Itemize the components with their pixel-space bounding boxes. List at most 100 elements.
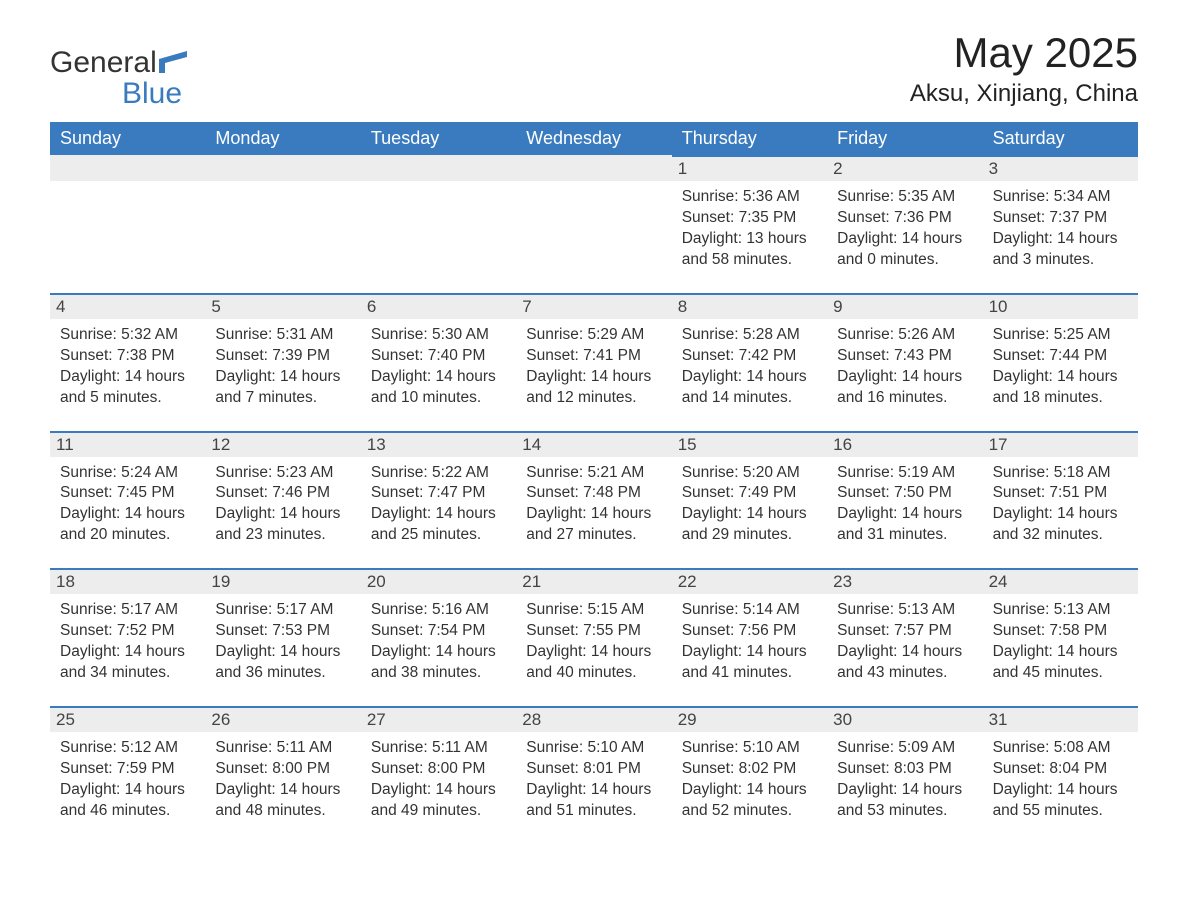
day-detail: Sunrise: 5:17 AMSunset: 7:53 PMDaylight:… <box>215 600 350 684</box>
sunset-text: Sunset: 7:37 PM <box>993 208 1128 229</box>
sunset-text: Sunset: 7:54 PM <box>371 621 506 642</box>
sunset-text: Sunset: 7:43 PM <box>837 346 972 367</box>
daylight-text: Daylight: 14 hours and 38 minutes. <box>371 642 506 684</box>
day-cell: 25 Sunrise: 5:12 AMSunset: 7:59 PMDayligh… <box>50 706 205 830</box>
day-detail: Sunrise: 5:21 AMSunset: 7:48 PMDaylight:… <box>526 463 661 547</box>
sunset-text: Sunset: 7:53 PM <box>215 621 350 642</box>
day-cell: 15Sunrise: 5:20 AMSunset: 7:49 PMDayligh… <box>672 431 827 555</box>
day-number: 28 <box>516 706 671 732</box>
day-detail: Sunrise: 5:30 AMSunset: 7:40 PMDaylight:… <box>371 325 506 409</box>
daylight-text: Daylight: 14 hours and 45 minutes. <box>993 642 1128 684</box>
sunrise-text: Sunrise: 5:16 AM <box>371 600 506 621</box>
sunrise-text: Sunrise: 5:20 AM <box>682 463 817 484</box>
page-header: General Blue May 2025 Aksu, Xinjiang, Ch… <box>50 30 1138 116</box>
daylight-text: Daylight: 14 hours and 43 minutes. <box>837 642 972 684</box>
sunset-text: Sunset: 7:55 PM <box>526 621 661 642</box>
sunrise-text: Sunrise: 5:26 AM <box>837 325 972 346</box>
daylight-text: Daylight: 14 hours and 36 minutes. <box>215 642 350 684</box>
sunrise-text: Sunrise: 5:10 AM <box>682 738 817 759</box>
day-cell: 18Sunrise: 5:17 AMSunset: 7:52 PMDayligh… <box>50 568 205 692</box>
sunset-text: Sunset: 8:04 PM <box>993 759 1128 780</box>
sunset-text: Sunset: 7:59 PM <box>60 759 195 780</box>
daylight-text: Daylight: 14 hours and 14 minutes. <box>682 367 817 409</box>
daylight-text: Daylight: 14 hours and 3 minutes. <box>993 229 1128 271</box>
logo-flag-icon <box>159 49 187 79</box>
sunset-text: Sunset: 7:50 PM <box>837 483 972 504</box>
day-number: 10 <box>983 293 1138 319</box>
daylight-text: Daylight: 14 hours and 51 minutes. <box>526 780 661 822</box>
daylight-text: Daylight: 14 hours and 27 minutes. <box>526 504 661 546</box>
sunrise-text: Sunrise: 5:10 AM <box>526 738 661 759</box>
day-detail: Sunrise: 5:26 AMSunset: 7:43 PMDaylight:… <box>837 325 972 409</box>
day-number <box>516 155 671 181</box>
sunrise-text: Sunrise: 5:15 AM <box>526 600 661 621</box>
day-cell: 20Sunrise: 5:16 AMSunset: 7:54 PMDayligh… <box>361 568 516 692</box>
day-number: 31 <box>983 706 1138 732</box>
daylight-text: Daylight: 14 hours and 48 minutes. <box>215 780 350 822</box>
daylight-text: Daylight: 13 hours and 58 minutes. <box>682 229 817 271</box>
day-detail: Sunrise: 5:11 AMSunset: 8:00 PMDaylight:… <box>215 738 350 822</box>
day-detail: Sunrise: 5:32 AMSunset: 7:38 PMDaylight:… <box>60 325 195 409</box>
sunset-text: Sunset: 7:49 PM <box>682 483 817 504</box>
day-cell: 16Sunrise: 5:19 AMSunset: 7:50 PMDayligh… <box>827 431 982 555</box>
day-cell <box>205 155 360 279</box>
logo-word-1: General <box>50 46 157 79</box>
day-number: 17 <box>983 431 1138 457</box>
day-cell <box>516 155 671 279</box>
day-cell: 22Sunrise: 5:14 AMSunset: 7:56 PMDayligh… <box>672 568 827 692</box>
sunset-text: Sunset: 7:39 PM <box>215 346 350 367</box>
daylight-text: Daylight: 14 hours and 53 minutes. <box>837 780 972 822</box>
sunset-text: Sunset: 8:01 PM <box>526 759 661 780</box>
sunrise-text: Sunrise: 5:22 AM <box>371 463 506 484</box>
day-detail: Sunrise: 5:12 AMSunset: 7:59 PMDaylight:… <box>60 738 195 822</box>
sunrise-text: Sunrise: 5:32 AM <box>60 325 195 346</box>
day-detail: Sunrise: 5:18 AMSunset: 7:51 PMDaylight:… <box>993 463 1128 547</box>
sunrise-text: Sunrise: 5:09 AM <box>837 738 972 759</box>
day-detail: Sunrise: 5:08 AMSunset: 8:04 PMDaylight:… <box>993 738 1128 822</box>
day-detail: Sunrise: 5:11 AMSunset: 8:00 PMDaylight:… <box>371 738 506 822</box>
day-cell: 12Sunrise: 5:23 AMSunset: 7:46 PMDayligh… <box>205 431 360 555</box>
weekday-header: Tuesday <box>361 122 516 155</box>
sunrise-text: Sunrise: 5:08 AM <box>993 738 1128 759</box>
day-cell: 27 Sunrise: 5:11 AMSunset: 8:00 PMDayligh… <box>361 706 516 830</box>
daylight-text: Daylight: 14 hours and 52 minutes. <box>682 780 817 822</box>
sunset-text: Sunset: 7:47 PM <box>371 483 506 504</box>
day-number: 25 <box>50 706 205 732</box>
day-detail: Sunrise: 5:16 AMSunset: 7:54 PMDaylight:… <box>371 600 506 684</box>
day-number: 27 <box>361 706 516 732</box>
daylight-text: Daylight: 14 hours and 46 minutes. <box>60 780 195 822</box>
day-detail: Sunrise: 5:28 AMSunset: 7:42 PMDaylight:… <box>682 325 817 409</box>
logo: General Blue <box>50 30 187 109</box>
day-cell: 24Sunrise: 5:13 AMSunset: 7:58 PMDayligh… <box>983 568 1138 692</box>
sunset-text: Sunset: 7:36 PM <box>837 208 972 229</box>
day-detail: Sunrise: 5:29 AMSunset: 7:41 PMDaylight:… <box>526 325 661 409</box>
sunset-text: Sunset: 7:44 PM <box>993 346 1128 367</box>
daylight-text: Daylight: 14 hours and 23 minutes. <box>215 504 350 546</box>
daylight-text: Daylight: 14 hours and 40 minutes. <box>526 642 661 684</box>
sunrise-text: Sunrise: 5:18 AM <box>993 463 1128 484</box>
sunrise-text: Sunrise: 5:14 AM <box>682 600 817 621</box>
day-number: 13 <box>361 431 516 457</box>
sunset-text: Sunset: 7:45 PM <box>60 483 195 504</box>
sunrise-text: Sunrise: 5:25 AM <box>993 325 1128 346</box>
logo-text: General Blue <box>50 48 187 109</box>
sunrise-text: Sunrise: 5:30 AM <box>371 325 506 346</box>
day-detail: Sunrise: 5:19 AMSunset: 7:50 PMDaylight:… <box>837 463 972 547</box>
day-number <box>205 155 360 181</box>
sunset-text: Sunset: 7:52 PM <box>60 621 195 642</box>
day-cell: 1Sunrise: 5:36 AMSunset: 7:35 PMDaylight… <box>672 155 827 279</box>
sunrise-text: Sunrise: 5:28 AM <box>682 325 817 346</box>
day-cell: 23Sunrise: 5:13 AMSunset: 7:57 PMDayligh… <box>827 568 982 692</box>
sunset-text: Sunset: 7:41 PM <box>526 346 661 367</box>
day-cell: 28 Sunrise: 5:10 AMSunset: 8:01 PMDayligh… <box>516 706 671 830</box>
day-cell: 8Sunrise: 5:28 AMSunset: 7:42 PMDaylight… <box>672 293 827 417</box>
sunrise-text: Sunrise: 5:13 AM <box>837 600 972 621</box>
weeks-container: 1Sunrise: 5:36 AMSunset: 7:35 PMDaylight… <box>50 155 1138 829</box>
day-number: 14 <box>516 431 671 457</box>
sunrise-text: Sunrise: 5:36 AM <box>682 187 817 208</box>
sunrise-text: Sunrise: 5:31 AM <box>215 325 350 346</box>
day-number: 3 <box>983 155 1138 181</box>
day-detail: Sunrise: 5:24 AMSunset: 7:45 PMDaylight:… <box>60 463 195 547</box>
day-cell: 4Sunrise: 5:32 AMSunset: 7:38 PMDaylight… <box>50 293 205 417</box>
daylight-text: Daylight: 14 hours and 41 minutes. <box>682 642 817 684</box>
